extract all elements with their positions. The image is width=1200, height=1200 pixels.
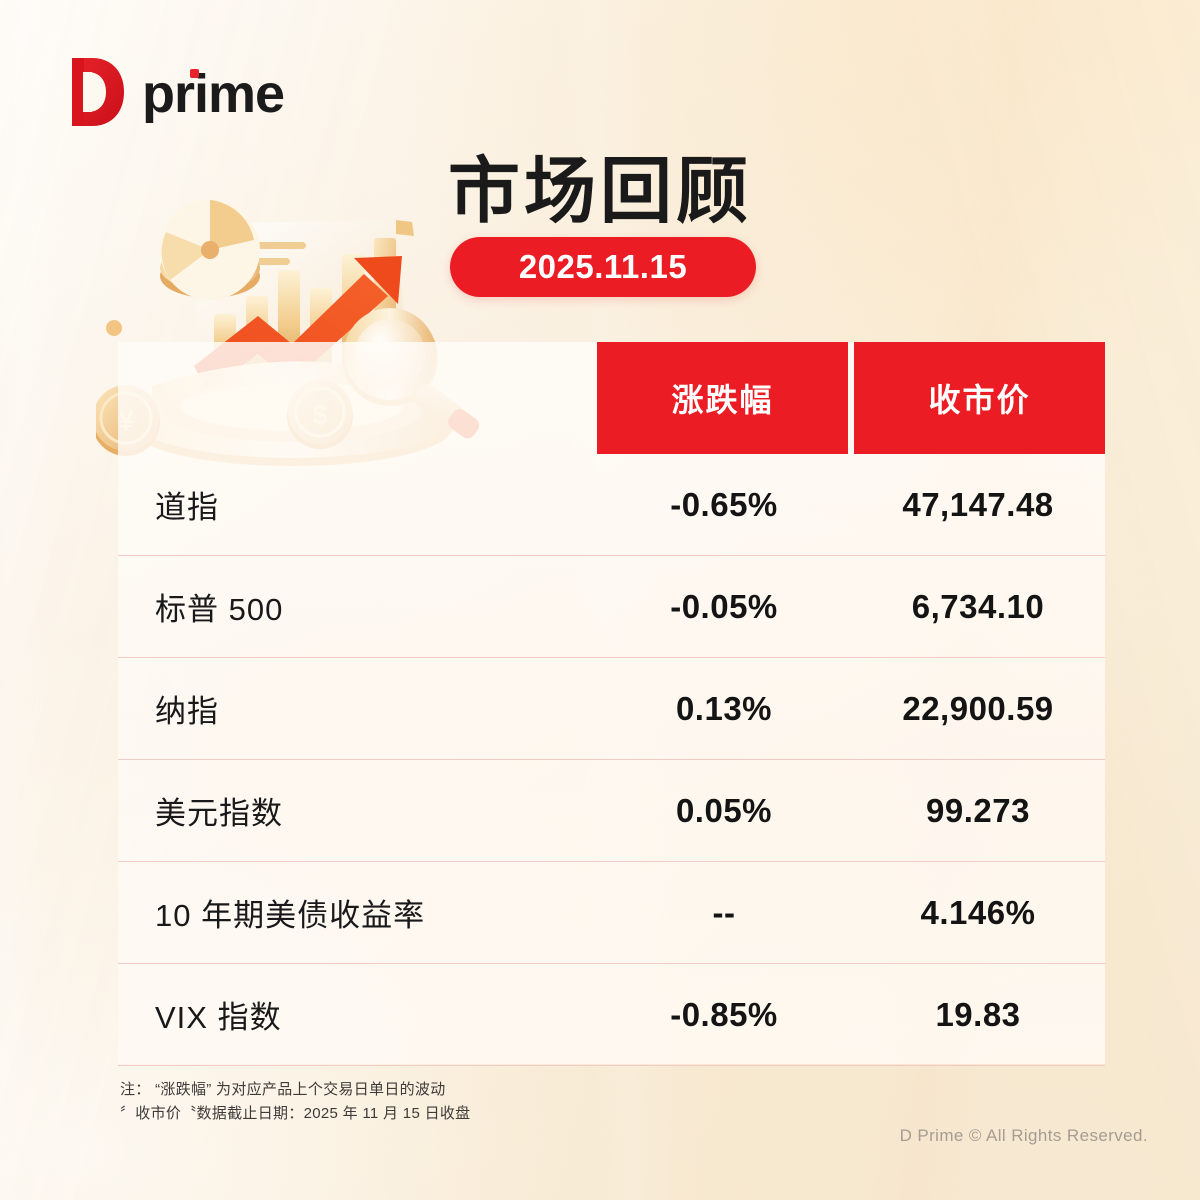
row-label: VIX 指数 [155, 1000, 282, 1035]
row-change: -0.05% [670, 587, 778, 625]
table-row[interactable]: 标普 500 -0.05% 6,734.10 [118, 556, 1105, 658]
row-change: 0.13% [675, 689, 773, 727]
d-prime-logo-icon [58, 56, 128, 128]
copyright-text: D Prime © All Rights Reserved. [899, 1126, 1148, 1145]
table-row[interactable]: 美元指数 0.05% 99.273 [118, 760, 1105, 862]
row-label: 道指 [155, 490, 219, 525]
brand-logo[interactable]: prime [58, 56, 285, 128]
table-row[interactable]: 10 年期美债收益率 -- 4.146% [118, 862, 1105, 964]
row-close: 4.146% [920, 893, 1036, 931]
date-badge: 2025.11.15 [450, 237, 756, 297]
row-change: -0.85% [670, 995, 778, 1033]
table-header-row: 涨跌幅 收市价 [597, 342, 1105, 454]
row-change: -- [712, 893, 736, 931]
footnotes: 注： “涨跌幅” 为对应产品上个交易日单日的波动 〞收市价〝数据截止日期：202… [120, 1078, 470, 1127]
column-header-change: 涨跌幅 [597, 342, 848, 454]
market-table: 涨跌幅 收市价 道指 -0.65% 47,147.48 标普 500 -0.05… [118, 342, 1105, 1066]
row-close: 22,900.59 [902, 689, 1054, 727]
row-close: 19.83 [935, 995, 1021, 1033]
row-close: 6,734.10 [911, 587, 1045, 625]
row-change: -0.65% [670, 485, 778, 523]
table-row[interactable]: 道指 -0.65% 47,147.48 [118, 454, 1105, 556]
row-label: 标普 500 [155, 592, 284, 627]
row-close: 99.273 [926, 791, 1030, 829]
row-label: 美元指数 [155, 796, 283, 831]
logo-i-dot-icon [190, 69, 199, 78]
footnote-line-1: 注： “涨跌幅” 为对应产品上个交易日单日的波动 [120, 1081, 446, 1098]
row-close: 47,147.48 [902, 485, 1054, 523]
brand-wordmark: prime [142, 64, 285, 124]
table-row[interactable]: 纳指 0.13% 22,900.59 [118, 658, 1105, 760]
row-label: 纳指 [155, 694, 219, 729]
table-row[interactable]: VIX 指数 -0.85% 19.83 [118, 964, 1105, 1066]
column-header-close: 收市价 [854, 342, 1105, 454]
row-label: 10 年期美债收益率 [155, 898, 426, 933]
page-title: 市场回顾 [447, 152, 752, 232]
table-body: 道指 -0.65% 47,147.48 标普 500 -0.05% 6,734.… [118, 454, 1105, 1066]
row-change: 0.05% [675, 791, 773, 829]
footnote-line-2: 〞收市价〝数据截止日期：2025 年 11 月 15 日收盘 [120, 1105, 471, 1123]
